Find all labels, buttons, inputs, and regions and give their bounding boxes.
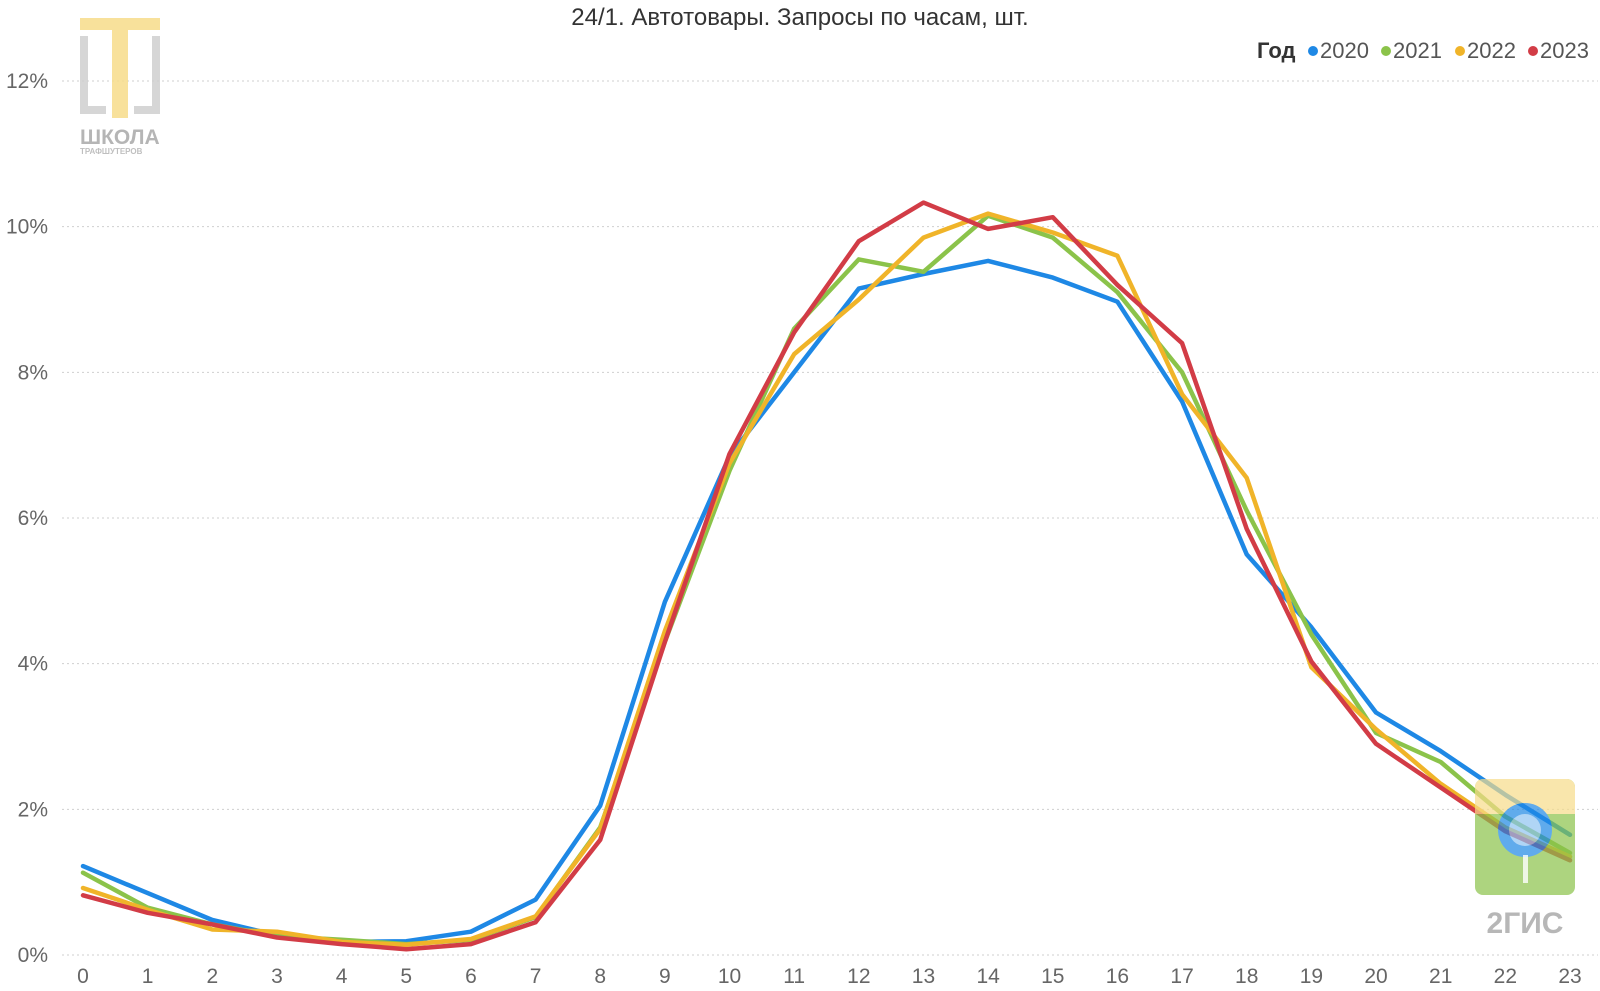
y-axis-ticks: 0% 2% 4% 6% 8% 10% 12% <box>6 70 48 967</box>
x-tick-label: 10 <box>718 965 741 988</box>
y-tick-label: 10% <box>6 216 48 239</box>
x-tick-label: 4 <box>336 965 348 988</box>
x-tick-label: 17 <box>1170 965 1193 988</box>
legend-item-2022[interactable]: 2022 <box>1455 38 1516 63</box>
x-tick-label: 21 <box>1429 965 1452 988</box>
x-tick-label: 23 <box>1558 965 1581 988</box>
legend-marker-2020 <box>1308 46 1318 56</box>
legend-label-2023: 2023 <box>1540 38 1589 63</box>
legend-title: Год <box>1257 38 1296 63</box>
x-tick-label: 7 <box>530 965 542 988</box>
legend-item-2023[interactable]: 2023 <box>1528 38 1589 63</box>
legend-item-2021[interactable]: 2021 <box>1381 38 1442 63</box>
gis-logo-text: 2ГИС <box>1487 907 1564 940</box>
x-tick-label: 14 <box>976 965 1000 988</box>
gis-logo: 2ГИС <box>1475 779 1575 940</box>
x-tick-label: 9 <box>659 965 671 988</box>
x-tick-label: 5 <box>400 965 412 988</box>
x-tick-label: 18 <box>1235 965 1258 988</box>
x-tick-label: 15 <box>1041 965 1064 988</box>
legend-label-2022: 2022 <box>1467 38 1516 63</box>
school-logo-line2: ТРАФШУТЕРОВ <box>80 147 143 156</box>
x-tick-label: 13 <box>912 965 935 988</box>
school-logo: ШКОЛА ТРАФШУТЕРОВ <box>80 18 160 156</box>
y-tick-label: 6% <box>18 507 48 530</box>
legend-marker-2021 <box>1381 46 1391 56</box>
x-tick-label: 11 <box>783 965 805 988</box>
y-tick-label: 2% <box>18 798 48 821</box>
gridlines <box>62 80 1598 956</box>
x-tick-label: 12 <box>847 965 870 988</box>
x-tick-label: 3 <box>271 965 283 988</box>
y-tick-label: 0% <box>18 944 48 967</box>
x-tick-label: 1 <box>142 965 154 988</box>
series-lines <box>80 200 1573 952</box>
y-tick-label: 8% <box>18 361 48 384</box>
legend-label-2020: 2020 <box>1320 38 1369 63</box>
x-tick-label: 19 <box>1300 965 1323 988</box>
x-tick-label: 0 <box>77 965 89 988</box>
x-tick-label: 8 <box>594 965 606 988</box>
y-tick-label: 4% <box>18 653 48 676</box>
y-tick-label: 12% <box>6 70 48 93</box>
x-tick-label: 22 <box>1494 965 1517 988</box>
x-tick-label: 20 <box>1364 965 1387 988</box>
series-line-2023[interactable] <box>80 200 1573 952</box>
legend-label-2021: 2021 <box>1393 38 1442 63</box>
legend-item-2020[interactable]: 2020 <box>1308 38 1369 63</box>
chart-title: 24/1. Автотовары. Запросы по часам, шт. <box>571 4 1028 31</box>
x-tick-label: 6 <box>465 965 477 988</box>
x-tick-label: 2 <box>206 965 218 988</box>
x-axis-ticks: 0 1 2 3 4 5 6 7 8 9 10 11 12 13 14 15 16 17 18 19 20 21 22 23 <box>77 965 1582 988</box>
legend: Год 2020 2021 2022 2023 <box>1257 38 1589 63</box>
series-line-2022[interactable] <box>80 211 1573 948</box>
x-tick-label: 16 <box>1106 965 1129 988</box>
legend-marker-2022 <box>1455 46 1465 56</box>
legend-marker-2023 <box>1528 46 1538 56</box>
school-logo-line1: ШКОЛА <box>80 126 160 149</box>
series-line-2020[interactable] <box>80 258 1573 945</box>
